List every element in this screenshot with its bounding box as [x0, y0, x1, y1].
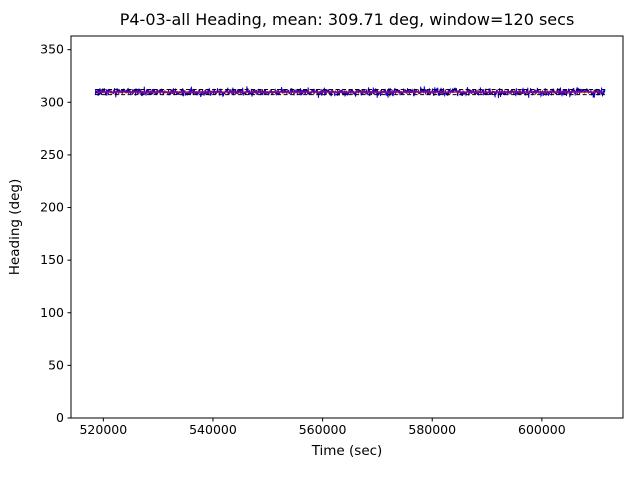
x-tick-label: 580000 [408, 422, 456, 437]
y-tick-label: 50 [48, 357, 64, 372]
y-tick-label: 350 [40, 42, 64, 57]
chart-title: P4-03-all Heading, mean: 309.71 deg, win… [119, 10, 575, 29]
x-axis-label: Time (sec) [311, 443, 383, 459]
x-tick-label: 560000 [299, 422, 347, 437]
y-tick-label: 200 [40, 200, 64, 215]
y-tick-label: 0 [56, 410, 64, 425]
y-tick-label: 100 [40, 305, 64, 320]
x-tick-label: 540000 [189, 422, 237, 437]
y-tick-label: 250 [40, 147, 64, 162]
y-tick-label: 300 [40, 94, 64, 109]
y-tick-label: 150 [40, 252, 64, 267]
x-tick-label: 520000 [79, 422, 127, 437]
x-tick-label: 600000 [518, 422, 566, 437]
axes-spines [70, 35, 624, 419]
